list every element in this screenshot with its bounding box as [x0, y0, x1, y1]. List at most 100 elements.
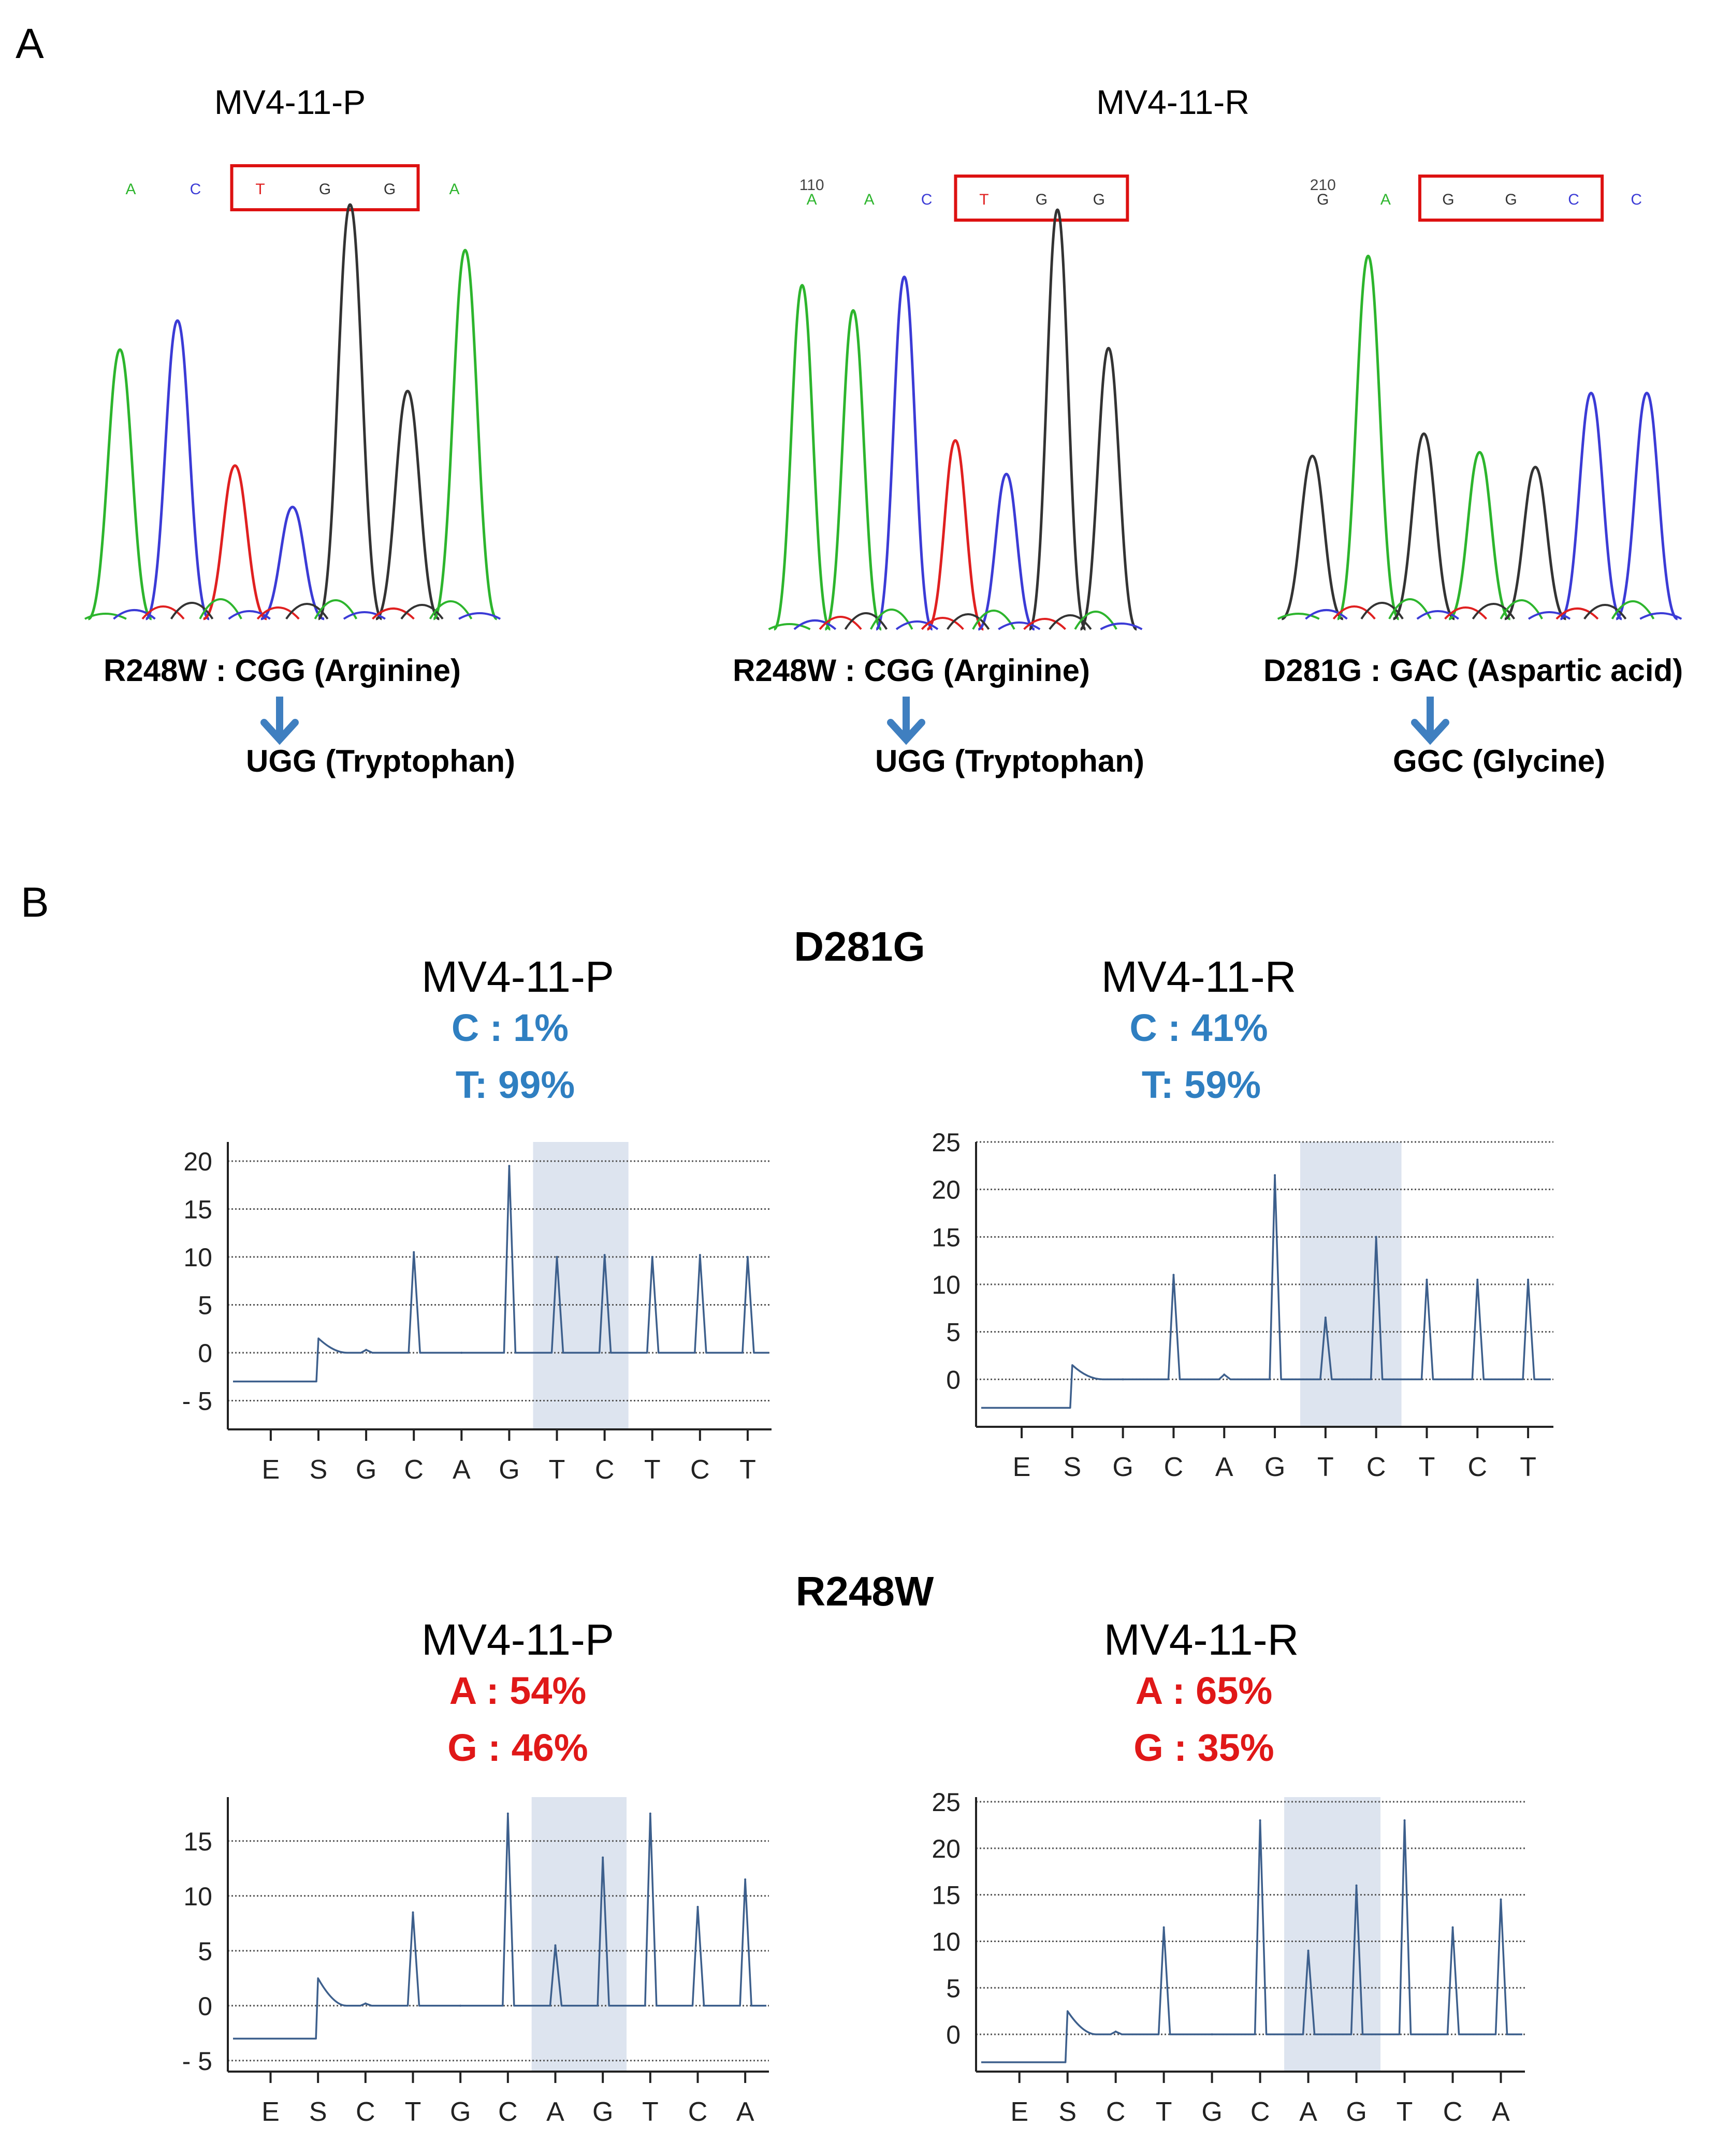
baseline-noise [343, 611, 386, 620]
trace-peak [375, 389, 440, 620]
peak-point [1324, 1316, 1327, 1319]
variable-position-highlight [533, 1142, 629, 1429]
x-tick-label: T [644, 1455, 661, 1485]
arrow-down-icon [887, 697, 925, 745]
trace-peak [88, 348, 153, 620]
baseline-noise [400, 604, 444, 620]
peak-point [508, 1165, 511, 1167]
x-tick-label: E [1013, 1452, 1031, 1482]
x-tick-label: T [1156, 2097, 1172, 2127]
x-tick-label: A [453, 1455, 471, 1485]
mutation-label-3: D281G : GAC (Aspartic acid) [1263, 653, 1683, 688]
peak-point [1500, 1898, 1502, 1901]
trace-peak [1448, 451, 1511, 620]
peak-point [412, 1911, 414, 1914]
result-label-2: UGG (Tryptophan) [875, 744, 1144, 778]
trace-peak [202, 464, 267, 620]
x-tick-label: A [736, 2097, 754, 2127]
codon-box [230, 164, 420, 211]
x-tick-label: C [1366, 1452, 1386, 1482]
x-tick-label: S [1058, 2097, 1077, 2127]
baseline-noise [895, 620, 939, 630]
x-tick-label: G [499, 1455, 519, 1485]
codon-box [954, 175, 1129, 222]
baseline-noise [972, 610, 1015, 630]
y-tick-label: 20 [932, 1834, 961, 1863]
baseline-noise [84, 613, 127, 620]
peak-point [602, 1856, 604, 1859]
baseline-noise [1500, 599, 1543, 619]
panel-a-sample-left: MV4-11-P [214, 83, 366, 121]
x-tick-label: C [1164, 1452, 1184, 1482]
panel-a-sample-right: MV4-11-R [1096, 83, 1249, 121]
baseline-noise [1472, 603, 1516, 620]
x-tick-label: G [592, 2097, 613, 2127]
trace-peak [1080, 346, 1138, 631]
peak-point [554, 1944, 557, 1947]
allele-freq-a: A : 65% [1136, 1669, 1273, 1712]
y-tick-label: 0 [198, 1992, 212, 2021]
trace-peak [1560, 392, 1623, 620]
base-call: G [319, 181, 331, 198]
base-call: T [979, 191, 988, 208]
x-tick-label: G [1264, 1452, 1285, 1482]
codon-box [1418, 175, 1604, 222]
x-tick-label: G [356, 1455, 376, 1485]
base-call: A [1380, 191, 1391, 208]
baseline-noise [285, 603, 329, 620]
peak-point [1307, 1949, 1310, 1952]
x-tick-label: C [356, 2097, 375, 2127]
x-tick-label: S [310, 1455, 328, 1485]
x-tick-label: A [1299, 2097, 1317, 2127]
x-tick-label: S [309, 2097, 327, 2127]
peak-point [1426, 1278, 1428, 1281]
base-call: A [807, 191, 817, 208]
peak-point [1355, 1884, 1358, 1887]
peak-point [744, 1878, 747, 1880]
y-tick-label: 5 [946, 1974, 961, 2003]
baseline-noise [141, 605, 185, 620]
base-call: A [864, 191, 875, 208]
result-label-1: UGG (Tryptophan) [246, 744, 515, 778]
allele-freq-a: A : 54% [449, 1669, 587, 1712]
x-tick-label: E [262, 1455, 280, 1485]
y-tick-label: 0 [946, 1365, 961, 1394]
x-tick-label: T [549, 1455, 565, 1485]
base-call: T [255, 181, 265, 198]
y-tick-label: 15 [932, 1223, 961, 1252]
allele-freq-c: C : 1% [452, 1006, 569, 1049]
y-tick-label: 10 [183, 1882, 212, 1911]
peak-point [649, 1812, 651, 1815]
baseline-noise [844, 612, 888, 630]
peak-point [696, 1906, 699, 1908]
x-tick-label: C [595, 1455, 615, 1485]
trace-peak [145, 319, 210, 620]
baseline-noise [1360, 602, 1404, 620]
y-tick-label: - 5 [182, 2047, 212, 2076]
peak-point [506, 1812, 509, 1815]
y-tick-label: 5 [946, 1318, 961, 1347]
trace-peak [1028, 208, 1087, 631]
position-number: 110 [799, 177, 824, 194]
x-tick-label: T [739, 1455, 756, 1485]
sample-title: MV4-11-R [1101, 952, 1297, 1001]
baseline-noise [170, 602, 214, 620]
peak-point [699, 1254, 701, 1256]
peak-point [1122, 1378, 1124, 1381]
panel-a-label: A [16, 20, 44, 67]
x-tick-label: T [642, 2097, 659, 2127]
y-tick-label: 15 [183, 1195, 212, 1224]
pyrogram-d281g-r: 25 20 15 10 5 0 E S G C A G T C T C T [932, 1128, 1553, 1482]
x-tick-label: C [1443, 2097, 1463, 2127]
baseline-noise [372, 607, 415, 620]
peak-point [1527, 1278, 1530, 1281]
trace-peak [978, 472, 1035, 631]
x-tick-label: T [1419, 1452, 1435, 1482]
base-call: G [1036, 191, 1048, 208]
peak-point [603, 1254, 606, 1256]
allele-freq-t: T: 99% [456, 1063, 575, 1106]
x-tick-label: G [450, 2097, 471, 2127]
